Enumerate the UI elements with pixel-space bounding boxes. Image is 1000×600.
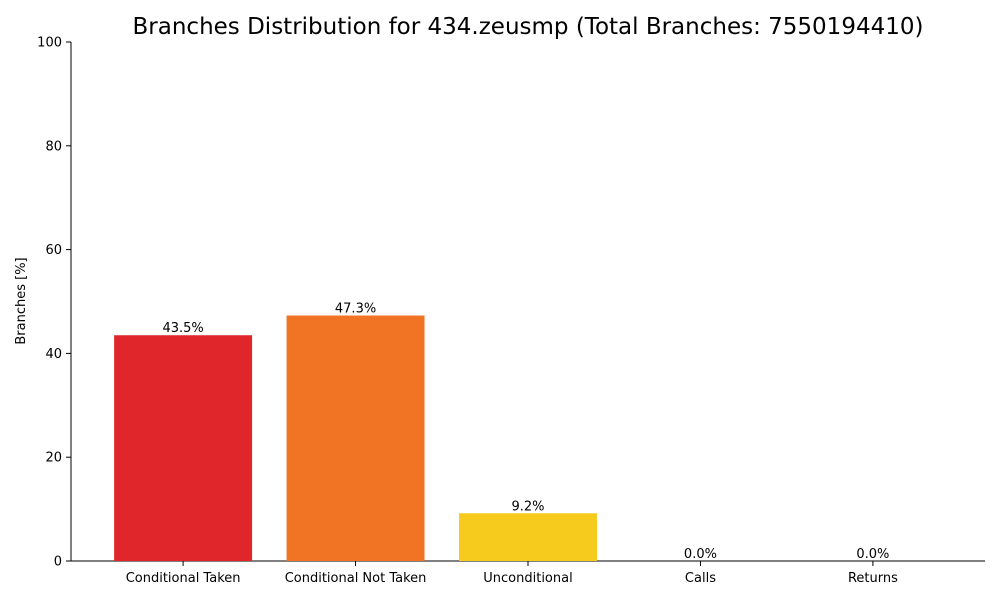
- x-tick-label: Calls: [685, 571, 716, 586]
- bar-unconditional: [459, 513, 597, 561]
- bar-value-label: 9.2%: [511, 499, 544, 514]
- bar-conditional-taken: [114, 335, 253, 561]
- x-tick-label: Conditional Not Taken: [285, 571, 427, 586]
- y-tick-label: 0: [54, 555, 62, 570]
- chart-title: Branches Distribution for 434.zeusmp (To…: [133, 14, 924, 40]
- x-tick-label: Returns: [848, 571, 898, 586]
- y-axis-label: Branches [%]: [14, 257, 29, 344]
- plot-area: 0 20 40 60 80 100 Conditional Taken 43.5% Condit…: [37, 36, 985, 586]
- bar-value-label: 47.3%: [335, 302, 376, 317]
- y-tick-label: 40: [45, 347, 62, 362]
- x-tick-label: Unconditional: [483, 571, 572, 586]
- bar-value-label: 43.5%: [162, 321, 203, 336]
- x-tick-label: Conditional Taken: [126, 571, 241, 586]
- y-tick-label: 100: [37, 36, 62, 51]
- y-tick-label: 60: [45, 243, 62, 258]
- bar-value-label: 0.0%: [684, 547, 717, 562]
- bar-conditional-not-taken: [286, 315, 425, 561]
- y-tick-label: 20: [45, 451, 62, 466]
- y-tick-label: 80: [45, 139, 62, 154]
- bar-value-label: 0.0%: [856, 547, 889, 562]
